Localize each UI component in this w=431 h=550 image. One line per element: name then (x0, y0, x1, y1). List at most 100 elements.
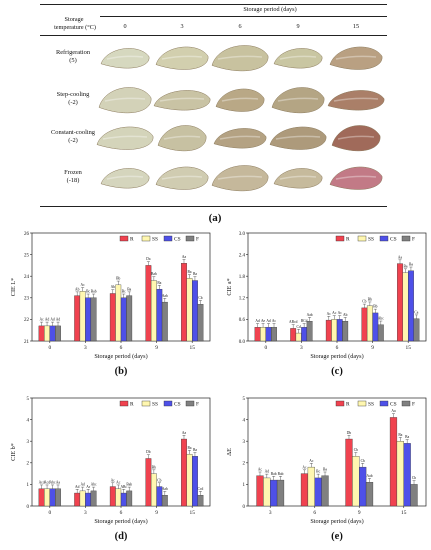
bar-cs (49, 488, 56, 507)
temperature-header-1: Storage (64, 16, 84, 23)
fish-sample-shape (271, 87, 325, 114)
bar-f (197, 495, 204, 507)
bar-r (345, 438, 353, 507)
bar-cs (85, 492, 92, 507)
day-header: 9 (296, 23, 300, 30)
bar-cs (359, 466, 367, 507)
bar-cs (120, 297, 127, 342)
y-tick-label: 3.0 (239, 232, 246, 237)
fish-sample-photo (269, 126, 327, 150)
significance-label: Ba (403, 264, 407, 268)
y-tick-label: 1 (27, 483, 30, 488)
legend-swatch-cs (163, 400, 173, 407)
legend-swatch-ss (141, 400, 151, 407)
day-header: 15 (352, 23, 360, 30)
fish-sample-sheen (159, 97, 205, 102)
significance-label: Ac (302, 465, 307, 469)
fish-sample-photo (329, 166, 383, 190)
fish-sample-sheen (102, 135, 148, 140)
x-tick-label: 6 (313, 510, 316, 516)
significance-label: ABcd (289, 320, 298, 324)
significance-label: Ab (111, 285, 116, 289)
y-tick-label: 23 (24, 297, 30, 302)
fish-sample-sheen (161, 55, 203, 60)
bar-r (300, 473, 309, 507)
bar-ss (366, 305, 373, 342)
legend-label-cs: CS (390, 237, 397, 243)
bar-r (145, 458, 152, 507)
fish-sample-shape (329, 166, 383, 190)
y-tick-label: 5 (27, 397, 30, 402)
fish-sample-shape (269, 126, 327, 150)
significance-label: Aab (367, 474, 373, 478)
x-axis-label: Storage period (days) (310, 353, 363, 360)
significance-label: Ba (409, 263, 413, 267)
bar-r (38, 325, 45, 342)
fish-sample-shape (100, 48, 150, 69)
bar-r (145, 265, 152, 342)
x-tick-label: 3 (269, 510, 272, 516)
bar-ss (150, 280, 157, 342)
fish-sample-photo (96, 126, 154, 150)
fish-sample-sheen (221, 97, 259, 102)
fish-sample-photo (215, 88, 265, 112)
y-tick-label: 0.0 (239, 340, 246, 345)
bar-cs (192, 456, 198, 507)
bar-ss (115, 488, 122, 507)
plot-frame (247, 397, 427, 507)
bar-r (290, 328, 297, 342)
significance-label: Bab (91, 290, 97, 294)
x-tick-label: 6 (120, 510, 123, 516)
bar-r (181, 438, 187, 507)
bar-f (197, 304, 204, 342)
legend-label-f: F (196, 237, 199, 243)
significance-label: Bb (152, 465, 156, 469)
significance-label: Aa (182, 255, 187, 259)
significance-label: Ba (127, 287, 131, 291)
legend-label-f: F (196, 402, 199, 408)
legend-swatch-r (119, 400, 129, 407)
fish-sample-sheen (335, 175, 377, 180)
row-label: Refrigeration (5) (36, 49, 110, 65)
bar-f (410, 484, 418, 507)
bar-ss (352, 456, 360, 507)
legend-swatch-cs (379, 400, 389, 407)
bar-cs (301, 327, 308, 342)
significance-label: Ba (187, 446, 191, 450)
y-tick-label: 1.8 (239, 275, 246, 280)
significance-label: Ad (75, 485, 80, 489)
y-tick-label: 2 (27, 462, 30, 467)
significance-label: Ba (193, 448, 197, 452)
significance-label: Ac (309, 459, 314, 463)
fish-sample-photo (327, 90, 385, 111)
day-header: 0 (123, 23, 127, 30)
fish-sample-sheen (275, 135, 321, 140)
significance-label: Ba (405, 435, 409, 439)
significance-label: Ba (193, 272, 197, 276)
significance-label: Ad (265, 470, 270, 474)
fish-sample-sheen (219, 135, 261, 140)
legend-label-r: R (346, 237, 350, 243)
y-tick-label: 2 (243, 462, 246, 467)
fish-sample-shape (327, 90, 385, 111)
bar-f (276, 479, 285, 507)
significance-label: Da (146, 257, 151, 261)
significance-label: Acd (44, 480, 50, 484)
bar-ss (186, 278, 193, 342)
significance-label: Bc (122, 290, 126, 294)
bar-f (90, 490, 97, 507)
significance-label: Bc (86, 290, 90, 294)
row-label-temp: (-2) (68, 99, 78, 106)
bar-r (256, 475, 264, 507)
bar-f (55, 325, 61, 342)
significance-label: Cb (354, 448, 358, 452)
y-tick-label: 21 (24, 340, 30, 345)
row-label-temp: (5) (69, 57, 77, 64)
significance-label: Ad (255, 319, 260, 323)
fish-sample-shape (96, 126, 154, 150)
y-tick-label: 3 (243, 440, 246, 445)
y-axis-label: ΔE (226, 448, 233, 456)
bar-r (38, 488, 45, 507)
bar-f (126, 295, 133, 342)
